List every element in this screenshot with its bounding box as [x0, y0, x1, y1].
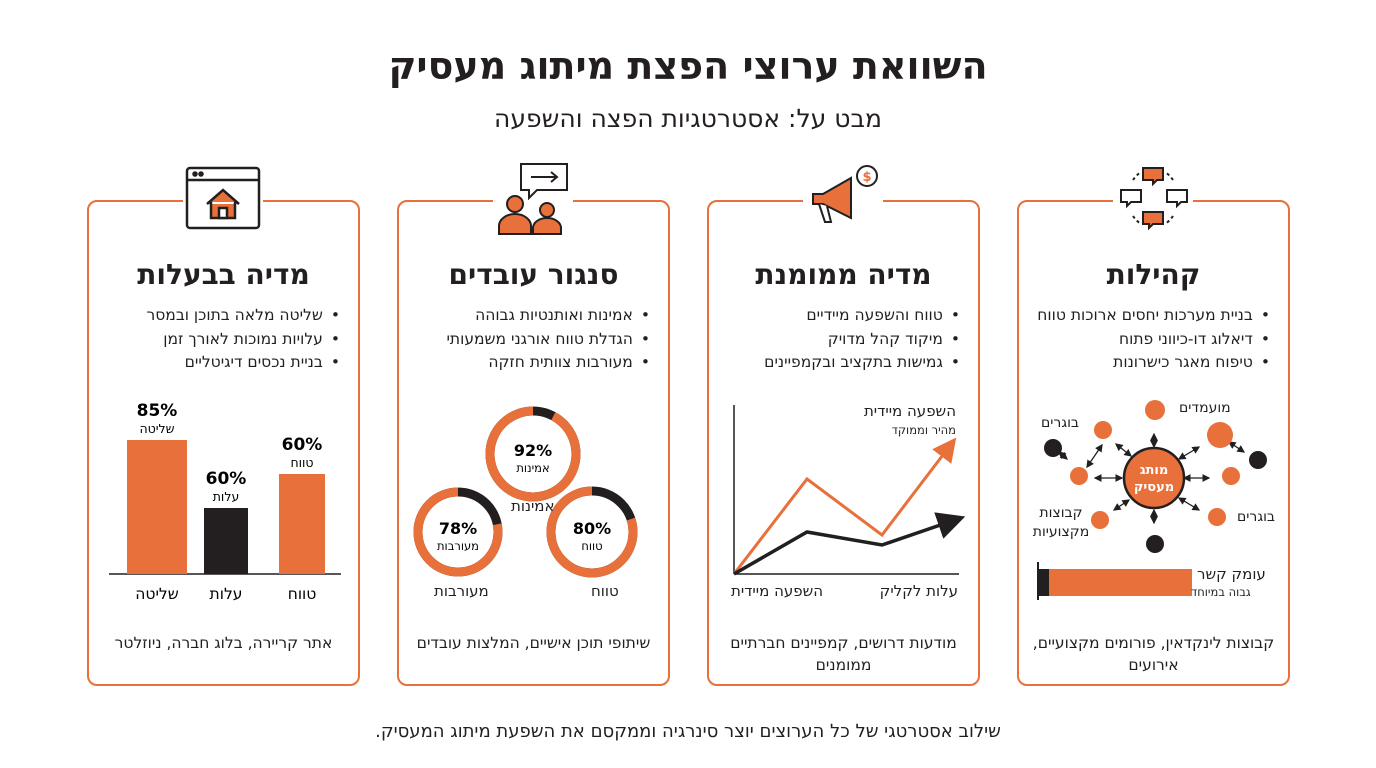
bar-value-label: 60%	[206, 469, 247, 489]
bullet: הגדלת טווח אורגני משמעותי	[446, 328, 650, 352]
node-label: מועמדים	[1179, 400, 1231, 416]
x-tick-label: שליטה	[135, 585, 178, 603]
depth-label: עומק קשר	[1197, 565, 1266, 583]
card-footer: אתר קריירה, בלוג חברה, ניוזלטר	[114, 634, 333, 652]
card-footer: שיתופי תוכן אישיים, המלצות עובדים	[416, 634, 651, 652]
bullet: בניית מערכות יחסים ארוכות טווח	[1037, 304, 1270, 328]
bar-sub-label: שליטה	[139, 421, 174, 436]
depth-sub: גבוה במיוחד	[1191, 585, 1251, 599]
donut-fill-אמינות	[485, 406, 581, 502]
donut-label: מעורבות	[437, 539, 479, 553]
card-paid-media: מדיה ממומנת טווח והשפעה מיידיים מיקוד קה…	[707, 200, 980, 686]
line-chart	[732, 405, 966, 576]
orange-series-line	[732, 437, 957, 575]
card-owned-media: מדיה בבעלות שליטה מלאה בתוכן ובמסר עלויו…	[87, 200, 360, 686]
donut-value: 92%	[514, 441, 552, 460]
card-title: מדיה ממומנת	[755, 258, 932, 291]
bullet: מיקוד קהל מדויק	[764, 328, 960, 352]
card-footer: מודעות דרושים, קמפיינים חברתיים ממומנים	[730, 634, 957, 674]
footer-text: שילוב אסטרטגי של כל הערוצים יוצר סינרגיה…	[375, 721, 1001, 742]
bullet: טיפוח מאגר כישרונות	[1037, 351, 1270, 375]
bullet: עלויות נמוכות לאורך זמן	[146, 328, 340, 352]
bar-2	[279, 474, 325, 574]
svg-text:$: $	[862, 170, 871, 185]
bar-sub-label: טווח	[290, 455, 313, 470]
donut-fill-מעורבות	[413, 487, 503, 577]
node-label: בוגרים	[1237, 509, 1276, 525]
card-footer: קבוצות לינקדאין, פורומים מקצועיים, אירוע…	[1032, 634, 1275, 674]
donut-label: אמינות	[516, 461, 549, 475]
donut-label: טווח	[581, 539, 602, 553]
people-message-icon	[493, 160, 573, 238]
x-label-left: השפעה מיידית	[731, 582, 824, 600]
line-annotation: השפעה מיידית	[863, 402, 956, 420]
bullet: שליטה מלאה בתוכן ובמסר	[146, 304, 340, 328]
donut-value: 78%	[439, 519, 477, 538]
bar-sub-label: עלות	[213, 489, 240, 504]
black-series-line	[733, 512, 966, 576]
network-diagram: מותג מעסיק	[1044, 400, 1267, 553]
axis-label-right: טווח	[591, 582, 619, 600]
line-annotation-sub: מהיר וממוקד	[891, 423, 956, 437]
megaphone-dollar-icon: $	[803, 160, 883, 238]
bullet: טווח והשפעה מיידיים	[764, 304, 960, 328]
bullet: אמינות ואותנטיות גבוהה	[446, 304, 650, 328]
brand-node-label: מותג	[1140, 463, 1169, 478]
page-subtitle: מבט על: אסטרטגיות הפצה והשפעה	[494, 104, 882, 133]
node-label: בוגרים	[1041, 415, 1080, 431]
bar-value-label: 60%	[282, 435, 323, 455]
brand-node	[1122, 446, 1186, 510]
x-tick-label: עלות	[210, 585, 243, 603]
bar-value-label: 85%	[137, 401, 178, 421]
chat-network-icon	[1113, 160, 1193, 238]
svg-text:מעסיק: מעסיק	[1134, 480, 1174, 495]
bar-1	[204, 508, 248, 574]
bullet: דיאלוג דו-כיווני פתוח	[1037, 328, 1270, 352]
donut-value: 80%	[573, 519, 611, 538]
page-title: השוואת ערוצי הפצת מיתוג מעסיק	[388, 44, 988, 88]
card-title: קהילות	[1106, 258, 1201, 291]
x-label-right: עלות לקליק	[879, 582, 958, 600]
axis-label-left: מעורבות	[434, 582, 489, 600]
bullet: בניית נכסים דיגיטליים	[146, 351, 340, 375]
website-home-icon	[183, 160, 263, 238]
donut-fill-טווח	[546, 486, 638, 578]
bar-0	[127, 440, 187, 574]
bullet: מעורבות צוותית חזקה	[446, 351, 650, 375]
card-employee-advocacy: סנגור עובדים אמינות ואותנטיות גבוהה הגדל…	[397, 200, 670, 686]
card-title: מדיה בבעלות	[137, 258, 310, 291]
card-communities: קהילות בניית מערכות יחסים ארוכות טווח די…	[1017, 200, 1290, 686]
donut-center-label: אמינות	[511, 497, 555, 515]
relationship-depth-bar	[1039, 569, 1192, 596]
x-tick-label: טווח	[288, 585, 317, 603]
bullet: גמישות בתקציב ובקמפיינים	[764, 351, 960, 375]
node-label: קבוצות מקצועיות	[1032, 505, 1090, 540]
card-title: סנגור עובדים	[448, 258, 619, 291]
